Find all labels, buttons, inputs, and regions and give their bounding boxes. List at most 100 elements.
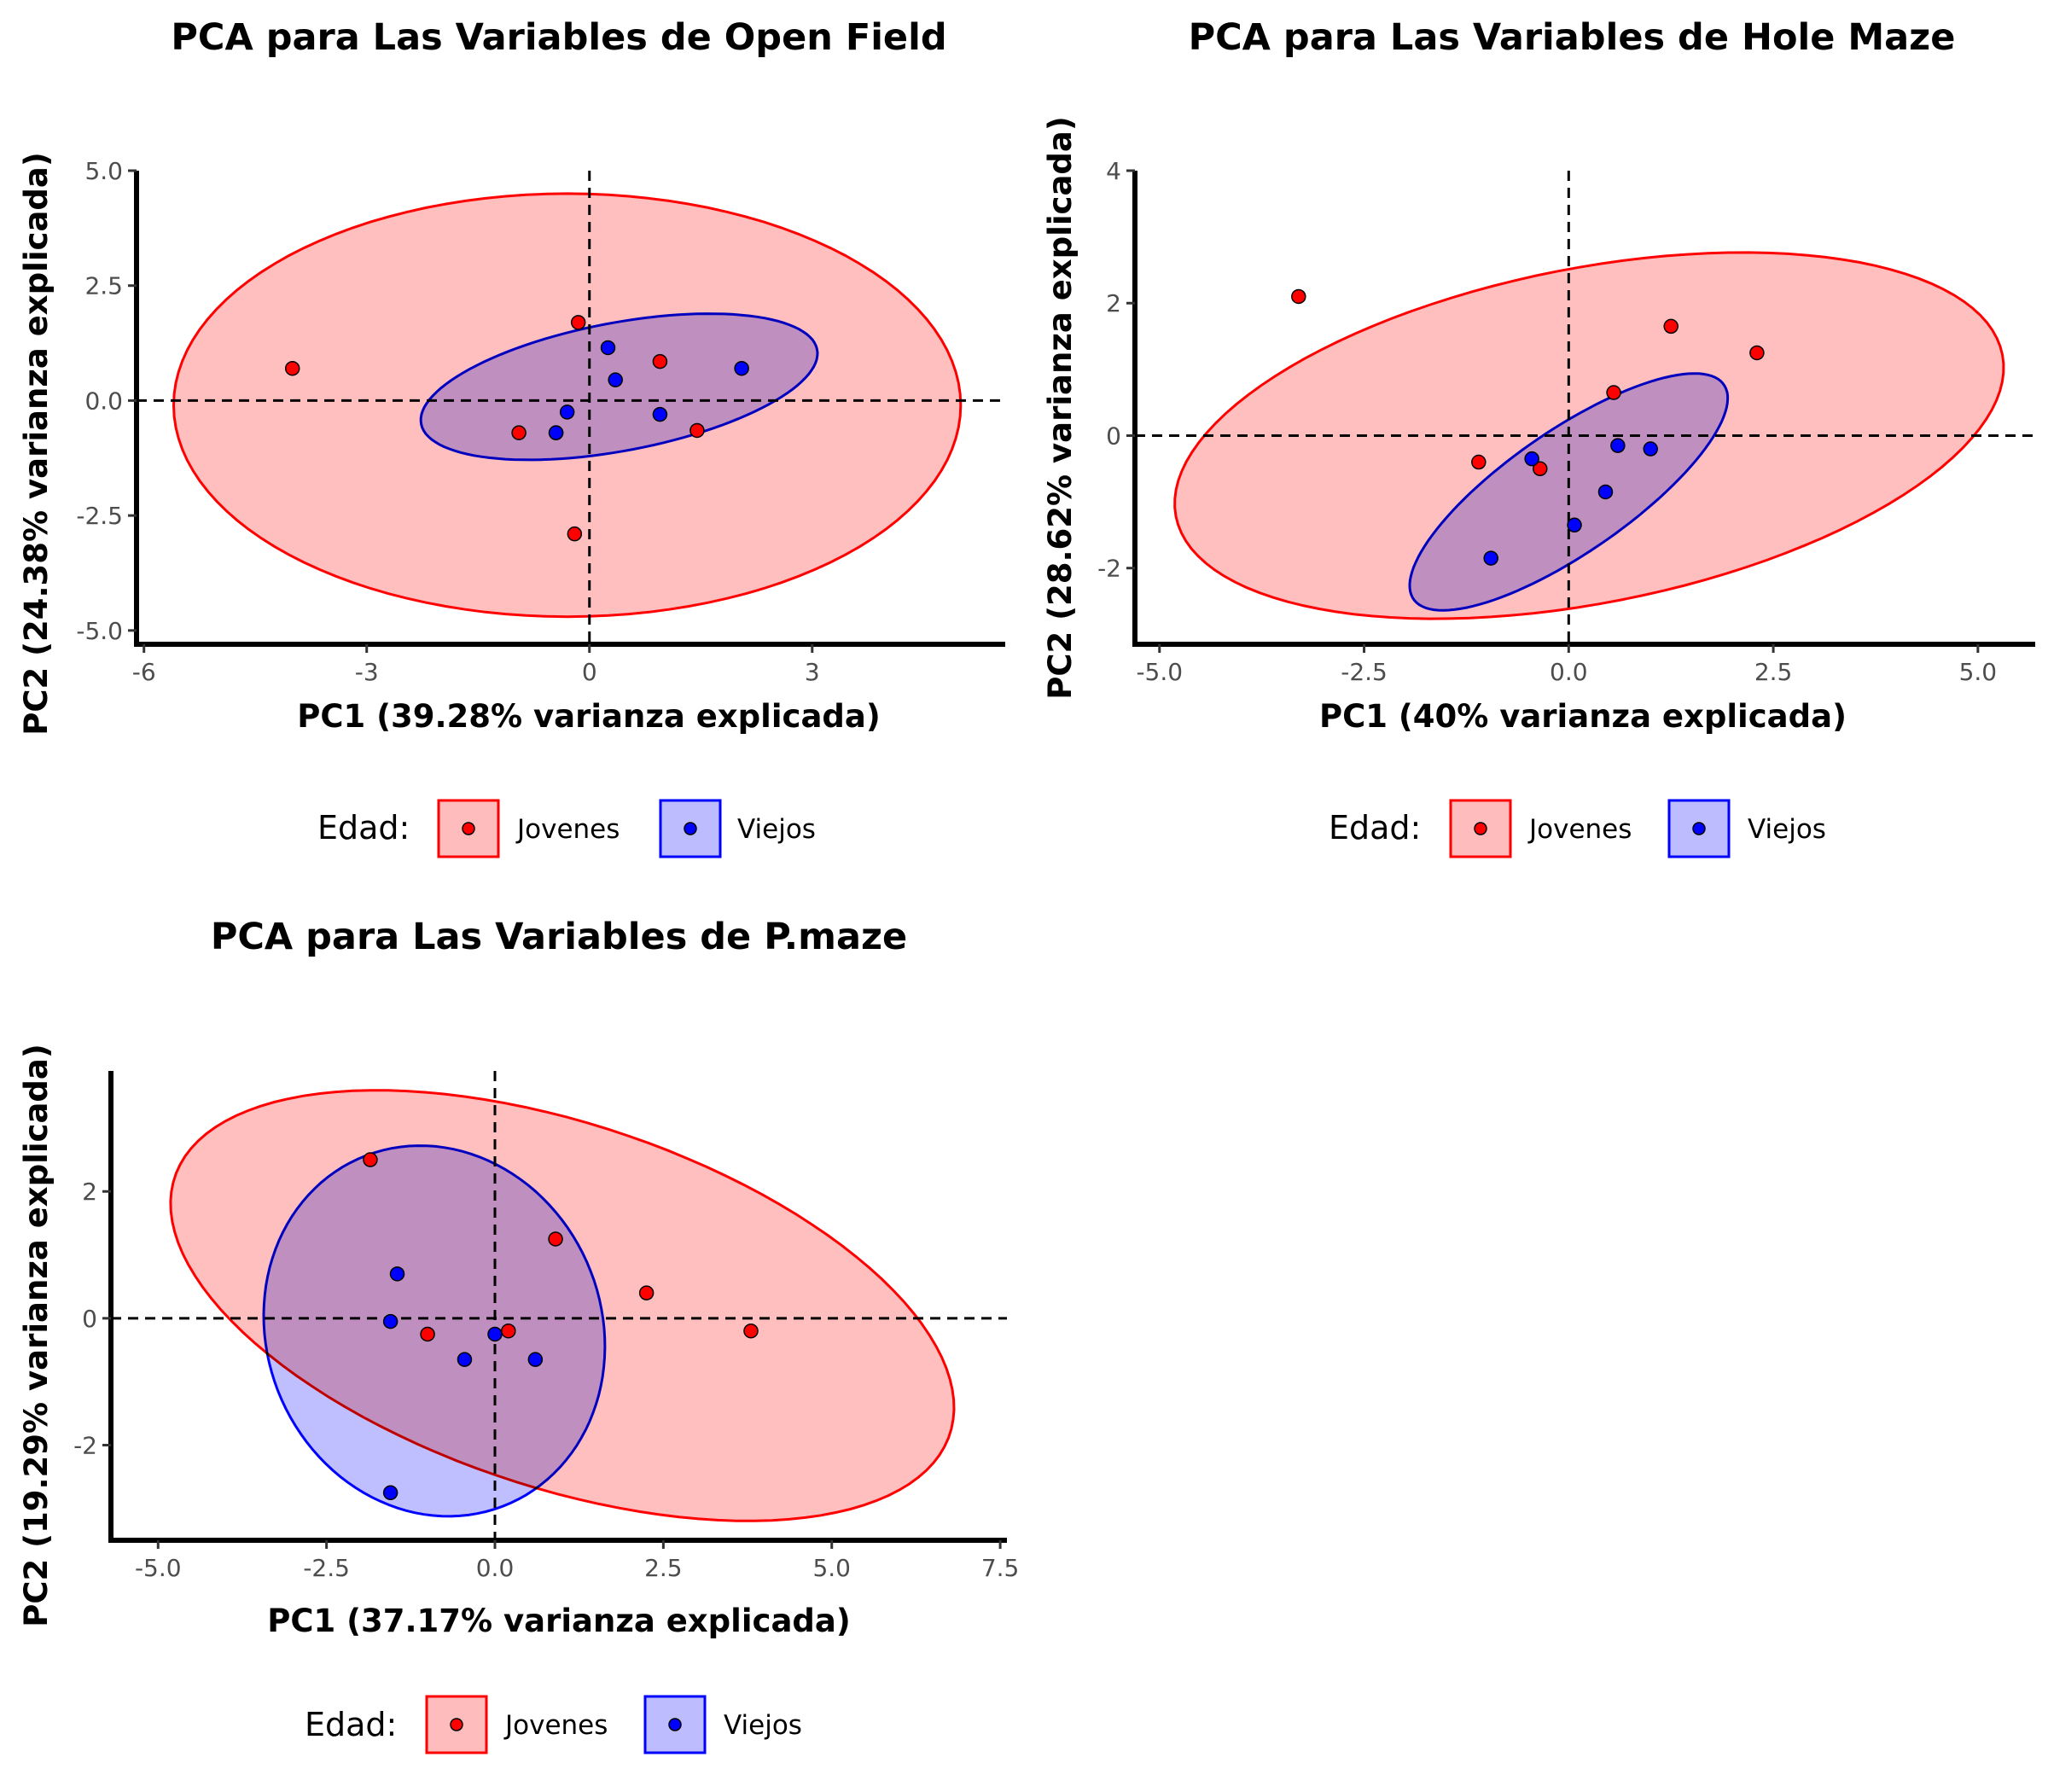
x-tick-label: -3: [355, 658, 379, 686]
y-tick-label: 0.0: [84, 387, 123, 415]
chart-title: PCA para Las Variables de Hole Maze: [1189, 16, 1956, 59]
x-axis-title: PC1 (40% varianza explicada): [1319, 698, 1847, 735]
data-point-viejos: [1567, 517, 1582, 533]
x-axis-title: PC1 (37.17% varianza explicada): [267, 1603, 851, 1639]
legend-title: Edad:: [305, 1706, 397, 1743]
data-point-jovenes: [511, 425, 527, 440]
y-tick-label: 2: [1106, 289, 1121, 317]
data-point-viejos: [1597, 484, 1614, 500]
legend-point-viejos: [668, 1718, 682, 1731]
data-point-viejos: [1643, 441, 1658, 457]
y-tick-label: 0: [82, 1305, 97, 1333]
legend-point-viejos: [684, 822, 697, 835]
y-tick-label: 4: [1106, 157, 1121, 185]
data-point-viejos: [382, 1313, 399, 1329]
x-tick-label: -6: [132, 658, 156, 686]
legend-title: Edad:: [317, 809, 410, 847]
legend-point-viejos: [1692, 822, 1706, 835]
chart-panel-open-field: PCA para Las Variables de Open Field PC1…: [0, 0, 1024, 879]
data-point-viejos: [457, 1352, 473, 1367]
plot-area: -6 -3 0 3 -5.0 -2.5 0.0 2.5 5.0: [76, 157, 1005, 686]
chart-hole-maze: PCA para Las Variables de Hole Maze PC1 …: [1042, 16, 2035, 858]
chart-open-field: PCA para Las Variables de Open Field PC1…: [18, 16, 1005, 858]
data-point-viejos: [382, 1485, 399, 1501]
y-axis-title: PC2 (24.38% varianza explicada): [18, 152, 55, 736]
legend-point-jovenes: [1474, 822, 1487, 835]
legend: Edad: Jovenes Viejos: [305, 1695, 802, 1754]
data-point-viejos: [527, 1352, 544, 1367]
legend-key-jovenes: [437, 799, 500, 858]
legend: Edad: Jovenes Viejos: [317, 799, 816, 858]
chart-title: PCA para Las Variables de P.maze: [211, 916, 907, 958]
data-point-viejos: [389, 1266, 405, 1282]
legend-title: Edad:: [1329, 809, 1421, 847]
data-point-viejos: [608, 372, 623, 387]
legend-label-jovenes: Jovenes: [503, 1710, 608, 1741]
data-point-viejos: [1483, 550, 1498, 566]
data-point-jovenes: [1606, 385, 1621, 400]
y-axis-title: PC2 (28.62% varianza explicada): [1042, 116, 1079, 700]
legend-key-jovenes: [425, 1695, 488, 1754]
legend-point-jovenes: [462, 822, 475, 835]
y-axis-title: PC2 (19.29% varianza explicada): [18, 1044, 55, 1627]
y-tick-label: 2: [82, 1178, 97, 1206]
data-point-jovenes: [570, 315, 586, 330]
legend-label-jovenes: Jovenes: [1527, 814, 1632, 845]
data-point-viejos: [1524, 451, 1539, 467]
data-point-jovenes: [638, 1285, 655, 1300]
data-point-viejos: [652, 406, 668, 422]
plot-area: -5.0 -2.5 0.0 2.5 5.0 7.5 -2 0 2: [73, 1071, 1019, 1582]
y-tick-label: -2.5: [76, 502, 123, 530]
data-point-viejos: [487, 1326, 503, 1342]
data-point-jovenes: [689, 422, 705, 439]
plot-area: -5.0 -2.5 0.0 2.5 5.0 -2 0 2 4: [1097, 157, 2035, 686]
data-point-jovenes: [652, 353, 668, 369]
x-tick-label: 2.5: [644, 1554, 683, 1582]
legend-label-viejos: Viejos: [724, 1710, 802, 1741]
chart-p-maze: PCA para Las Variables de P.maze PC1 (37…: [18, 916, 1019, 1754]
data-point-jovenes: [284, 360, 300, 376]
data-point-viejos: [734, 360, 749, 376]
x-tick-label: -2.5: [1341, 658, 1388, 686]
x-tick-label: 3: [805, 658, 820, 686]
confidence-ellipse-viejos: [419, 312, 819, 462]
data-point-jovenes: [1291, 288, 1306, 305]
x-tick-label: -5.0: [135, 1554, 182, 1582]
data-point-viejos: [559, 404, 575, 420]
y-tick-label: -2: [1097, 555, 1121, 583]
data-point-jovenes: [548, 1231, 563, 1247]
y-tick-label: -5.0: [76, 617, 123, 645]
data-point-jovenes: [1749, 345, 1765, 361]
x-tick-label: 0: [582, 658, 597, 686]
data-point-jovenes: [363, 1152, 378, 1167]
y-tick-label: 5.0: [84, 157, 123, 185]
data-point-jovenes: [501, 1323, 516, 1339]
x-tick-label: 2.5: [1754, 658, 1793, 686]
legend-label-jovenes: Jovenes: [515, 814, 620, 845]
data-point-jovenes: [1663, 318, 1679, 335]
data-point-jovenes: [1471, 454, 1487, 470]
data-point-viejos: [600, 340, 616, 356]
legend-key-viejos: [643, 1695, 707, 1754]
data-point-jovenes: [1533, 461, 1548, 477]
legend: Edad: Jovenes Viejos: [1329, 799, 1826, 858]
x-tick-label: 7.5: [981, 1554, 1020, 1582]
x-tick-label: 5.0: [812, 1554, 851, 1582]
y-tick-label: 0: [1106, 422, 1121, 450]
chart-title: PCA para Las Variables de Open Field: [171, 16, 946, 59]
chart-panel-p-maze: PCA para Las Variables de P.maze PC1 (37…: [0, 896, 1024, 1792]
x-tick-label: 0.0: [1550, 658, 1588, 686]
x-axis-title: PC1 (39.28% varianza explicada): [297, 698, 881, 735]
x-tick-label: 5.0: [1959, 658, 1998, 686]
x-tick-label: 0.0: [476, 1554, 515, 1582]
data-point-jovenes: [420, 1326, 435, 1342]
data-point-jovenes: [567, 526, 583, 542]
legend-point-jovenes: [450, 1718, 463, 1731]
legend-label-viejos: Viejos: [1748, 814, 1826, 845]
x-tick-label: -5.0: [1136, 658, 1183, 686]
data-point-viejos: [1610, 438, 1626, 453]
chart-panel-hole-maze: PCA para Las Variables de Hole Maze PC1 …: [1024, 0, 2048, 879]
y-tick-label: 2.5: [84, 272, 123, 300]
data-point-jovenes: [743, 1323, 759, 1339]
y-tick-label: -2: [73, 1432, 97, 1460]
